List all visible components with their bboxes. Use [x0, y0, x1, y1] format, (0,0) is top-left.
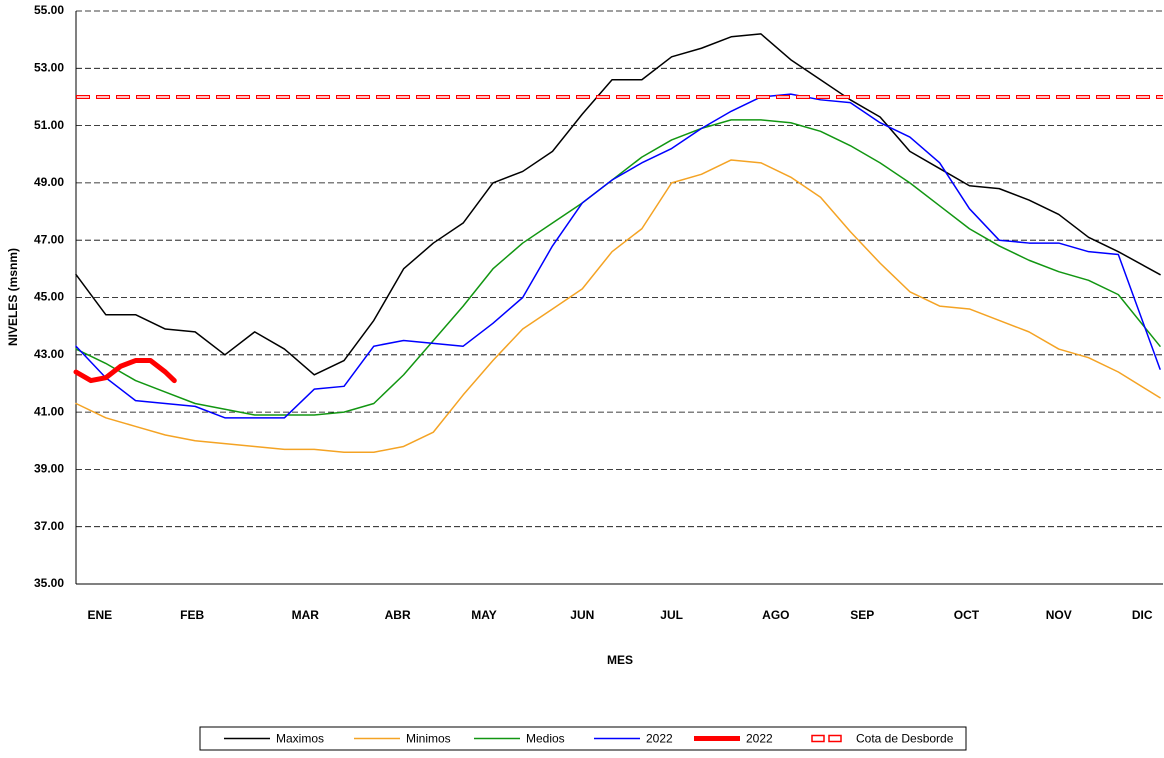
- y-tick-label: 37.00: [34, 519, 64, 533]
- y-tick-label: 45.00: [34, 290, 64, 304]
- legend-label: Maximos: [276, 732, 324, 746]
- legend-label: Minimos: [406, 732, 451, 746]
- legend-box: [199, 726, 967, 751]
- series-line: [73, 358, 177, 384]
- x-tick-label: MAY: [471, 608, 497, 622]
- x-tick-label: SEP: [850, 608, 874, 622]
- y-tick-label: 47.00: [34, 232, 64, 246]
- y-tick-label: 49.00: [34, 175, 64, 189]
- series-line: [75, 93, 1161, 419]
- series-line: [75, 119, 1161, 416]
- series-line: [75, 159, 1161, 453]
- y-tick-label: 43.00: [34, 347, 64, 361]
- x-tick-label: DIC: [1132, 608, 1153, 622]
- x-tick-label: NOV: [1046, 608, 1072, 622]
- legend-label: 2022: [746, 732, 773, 746]
- x-tick-label: AGO: [762, 608, 789, 622]
- x-tick-label: OCT: [954, 608, 980, 622]
- y-tick-label: 39.00: [34, 462, 64, 476]
- y-axis-label: NIVELES (msnm): [6, 248, 20, 346]
- legend-swatch: [811, 734, 825, 743]
- y-tick-label: 55.00: [34, 3, 64, 17]
- legend-label: Cota de Desborde: [856, 732, 954, 746]
- x-axis-label: MES: [607, 653, 633, 667]
- y-tick-label: 53.00: [34, 60, 64, 74]
- x-tick-label: JUL: [660, 608, 683, 622]
- legend-swatch: [828, 734, 842, 743]
- y-tick-label: 41.00: [34, 404, 64, 418]
- series-line: [75, 33, 1161, 376]
- legend-label: 2022: [646, 732, 673, 746]
- y-tick-label: 51.00: [34, 118, 64, 132]
- x-tick-label: ABR: [385, 608, 411, 622]
- x-tick-label: MAR: [292, 608, 320, 622]
- legend-label: Medios: [526, 732, 565, 746]
- x-tick-label: FEB: [180, 608, 204, 622]
- x-tick-label: JUN: [570, 608, 594, 622]
- y-tick-label: 35.00: [34, 576, 64, 590]
- x-tick-label: ENE: [87, 608, 112, 622]
